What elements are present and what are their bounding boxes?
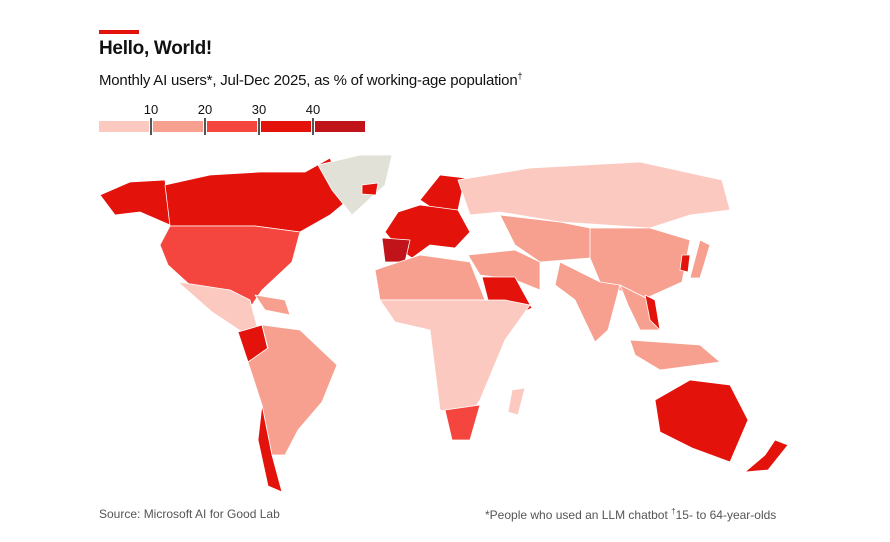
legend-tick-label: 30	[251, 102, 267, 117]
region-india	[554, 261, 621, 343]
accent-bar	[99, 30, 139, 34]
legend-tick	[258, 118, 260, 135]
region-madagascar	[507, 387, 526, 416]
region-caribbean	[254, 294, 291, 316]
region-chile	[257, 404, 283, 493]
region-africa	[379, 299, 531, 416]
chart-title: Hello, World!	[99, 38, 212, 59]
region-middle-east	[467, 249, 541, 291]
region-alaska	[99, 179, 171, 226]
region-russia	[457, 161, 731, 229]
legend-swatch	[99, 121, 149, 132]
region-australia	[654, 379, 749, 463]
region-iberia	[381, 237, 411, 263]
footnotes: *People who used an LLM chatbot †15- to …	[485, 507, 776, 522]
region-korea	[679, 254, 691, 273]
region-new-zealand	[744, 439, 789, 473]
legend-swatch	[261, 121, 311, 132]
legend-tick	[204, 118, 206, 135]
legend-tick-label: 40	[305, 102, 321, 117]
region-south-africa	[444, 404, 481, 441]
subtitle-footnote-mark: †	[517, 71, 523, 81]
chart-subtitle: Monthly AI users*, Jul-Dec 2025, as % of…	[99, 71, 522, 89]
subtitle-text: Monthly AI users*, Jul-Dec 2025, as % of…	[99, 72, 518, 89]
legend-swatch	[153, 121, 203, 132]
footnote-age: 15- to 64-year-olds	[675, 508, 777, 522]
legend-swatch	[207, 121, 257, 132]
legend-swatch	[315, 121, 365, 132]
legend-tick-label: 10	[143, 102, 159, 117]
region-vietnam	[644, 294, 661, 331]
source-note: Source: Microsoft AI for Good Lab	[99, 507, 280, 521]
region-indonesia	[629, 339, 721, 371]
footnote-mark: †	[671, 507, 676, 516]
color-legend: 10 20 30 40	[99, 100, 369, 136]
footnote-llm: *People who used an LLM chatbot	[485, 508, 672, 522]
region-iceland	[361, 182, 379, 196]
world-map	[99, 154, 789, 493]
region-china	[589, 227, 691, 301]
region-greenland	[317, 154, 393, 216]
legend-tick	[150, 118, 152, 135]
legend-tick-label: 20	[197, 102, 213, 117]
legend-tick	[312, 118, 314, 135]
region-japan	[689, 239, 711, 279]
